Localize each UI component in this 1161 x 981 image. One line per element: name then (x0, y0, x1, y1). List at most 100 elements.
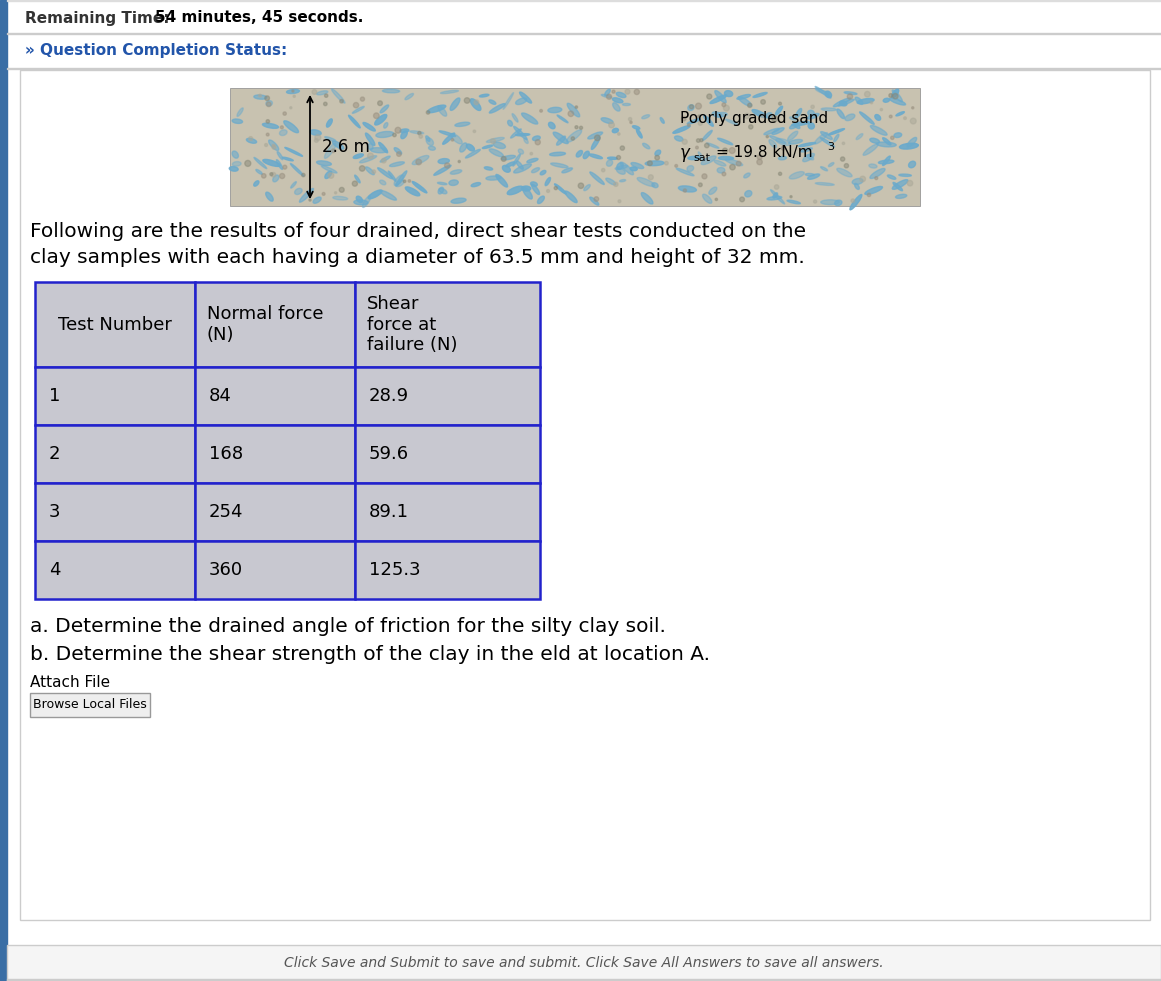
Bar (195, 425, 355, 483)
Ellipse shape (787, 200, 800, 204)
Ellipse shape (394, 175, 404, 185)
Ellipse shape (641, 192, 652, 204)
Ellipse shape (284, 147, 303, 156)
Circle shape (730, 165, 735, 170)
Ellipse shape (532, 184, 540, 194)
Ellipse shape (266, 192, 273, 201)
Ellipse shape (613, 98, 623, 103)
Ellipse shape (753, 92, 767, 97)
Ellipse shape (273, 175, 279, 181)
Circle shape (683, 189, 686, 192)
Circle shape (272, 144, 275, 147)
Circle shape (248, 136, 253, 140)
Ellipse shape (606, 179, 615, 185)
Ellipse shape (366, 167, 374, 175)
Circle shape (309, 199, 311, 201)
Ellipse shape (601, 94, 612, 98)
Ellipse shape (808, 174, 820, 180)
Ellipse shape (887, 175, 896, 180)
Ellipse shape (870, 138, 880, 143)
Text: 84: 84 (209, 387, 232, 405)
Circle shape (331, 149, 336, 153)
Ellipse shape (378, 142, 388, 153)
Circle shape (459, 161, 461, 163)
Circle shape (374, 113, 380, 119)
Ellipse shape (317, 161, 331, 166)
Ellipse shape (837, 168, 852, 177)
Ellipse shape (711, 95, 727, 104)
Circle shape (464, 98, 470, 103)
Circle shape (747, 152, 749, 154)
Ellipse shape (266, 101, 273, 106)
Circle shape (452, 138, 454, 141)
Ellipse shape (789, 124, 799, 129)
Ellipse shape (620, 162, 634, 175)
Ellipse shape (467, 144, 475, 151)
Ellipse shape (405, 186, 420, 196)
Ellipse shape (555, 183, 567, 194)
Circle shape (625, 89, 630, 94)
Ellipse shape (709, 187, 716, 194)
Ellipse shape (882, 156, 890, 166)
Ellipse shape (506, 162, 515, 167)
Circle shape (323, 192, 325, 195)
Ellipse shape (834, 98, 851, 107)
Circle shape (705, 143, 709, 148)
Circle shape (397, 152, 402, 156)
Ellipse shape (363, 123, 375, 131)
Circle shape (722, 172, 726, 176)
Circle shape (779, 173, 781, 176)
Ellipse shape (450, 98, 460, 111)
Circle shape (329, 173, 333, 179)
Circle shape (749, 125, 753, 129)
Circle shape (352, 181, 358, 186)
Ellipse shape (313, 197, 322, 203)
Ellipse shape (856, 97, 863, 104)
Ellipse shape (548, 123, 555, 129)
Ellipse shape (442, 133, 455, 144)
Circle shape (418, 131, 421, 134)
Ellipse shape (394, 147, 402, 154)
Ellipse shape (879, 160, 894, 164)
Ellipse shape (376, 131, 394, 137)
Ellipse shape (815, 132, 828, 144)
Circle shape (324, 102, 327, 106)
Ellipse shape (856, 133, 863, 139)
Circle shape (360, 166, 365, 172)
Circle shape (700, 138, 702, 142)
Ellipse shape (815, 86, 831, 98)
Ellipse shape (591, 136, 600, 149)
Ellipse shape (764, 129, 779, 134)
Ellipse shape (449, 180, 459, 185)
Circle shape (392, 133, 396, 136)
Bar (355, 483, 540, 541)
Ellipse shape (616, 92, 626, 97)
Circle shape (312, 89, 317, 94)
Bar (195, 541, 355, 599)
Ellipse shape (287, 89, 300, 93)
Circle shape (874, 177, 878, 180)
Ellipse shape (642, 115, 650, 119)
Ellipse shape (515, 98, 527, 105)
Ellipse shape (821, 108, 836, 111)
Circle shape (698, 115, 700, 118)
Circle shape (474, 130, 476, 132)
Text: 2: 2 (49, 445, 60, 463)
Circle shape (781, 146, 785, 150)
Ellipse shape (899, 174, 911, 177)
Ellipse shape (724, 90, 733, 96)
Ellipse shape (808, 123, 814, 129)
Circle shape (810, 105, 814, 109)
Text: γ: γ (680, 144, 690, 162)
Ellipse shape (489, 149, 504, 157)
Text: 28.9: 28.9 (369, 387, 409, 405)
Ellipse shape (894, 132, 902, 137)
Ellipse shape (789, 117, 796, 120)
Ellipse shape (513, 127, 527, 139)
Circle shape (695, 103, 701, 109)
Ellipse shape (875, 115, 881, 121)
Ellipse shape (820, 137, 835, 147)
Circle shape (616, 156, 620, 160)
Ellipse shape (380, 190, 396, 200)
Bar (195, 282, 355, 367)
